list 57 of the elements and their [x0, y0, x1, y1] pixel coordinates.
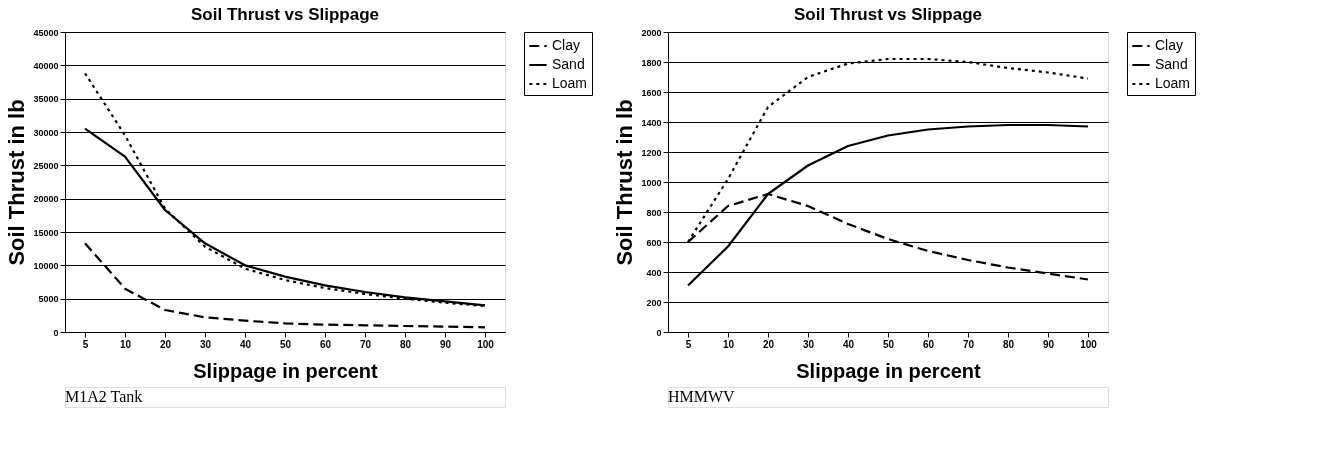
y-tick-label: 0: [53, 327, 59, 338]
x-tick-label: 10: [722, 338, 735, 350]
y-tick-label: 200: [646, 297, 662, 308]
y-tick-label: 600: [646, 237, 662, 248]
y-tick-label: 1600: [641, 87, 662, 98]
y-axis-title: Soil Thrust in lb: [4, 99, 30, 266]
y-tick-label: 45000: [33, 27, 59, 38]
legend-label: Clay: [552, 37, 581, 53]
x-tick-label: 40: [239, 338, 252, 350]
x-tick-label: 30: [802, 338, 815, 350]
chart-title: Soil Thrust vs Slippage: [191, 5, 379, 24]
x-tick-label: 50: [882, 338, 895, 350]
y-tick-label: 25000: [33, 160, 59, 171]
y-tick-label: 800: [646, 207, 662, 218]
legend-label: Loam: [552, 75, 588, 91]
x-tick-label: 10: [119, 338, 132, 350]
text: M1A2 Tank: [65, 388, 143, 405]
x-tick-label: 90: [439, 338, 452, 350]
x-tick-label: 80: [1002, 338, 1015, 350]
y-tick-label: 10000: [33, 260, 59, 271]
x-tick-label: 80: [399, 338, 412, 350]
chart-title: Soil Thrust vs Slippage: [794, 5, 982, 24]
y-tick-label: 400: [646, 267, 662, 278]
x-tick-label: 5: [82, 338, 89, 350]
x-tick-label: 70: [962, 338, 975, 350]
y-tick-label: 15000: [33, 227, 59, 238]
y-tick-label: 35000: [33, 94, 59, 105]
legend-label: Sand: [552, 56, 585, 72]
x-tick-label: 60: [922, 338, 935, 350]
y-tick-label: 1800: [641, 57, 662, 68]
x-axis-title: Slippage in percent: [193, 359, 379, 382]
y-tick-label: 1000: [641, 177, 662, 188]
x-tick-label: 20: [762, 338, 775, 350]
x-tick-label: 60: [319, 338, 332, 350]
y-tick-label: 5000: [38, 294, 59, 305]
legend-label: Sand: [1155, 56, 1188, 72]
text: HMMWV: [668, 388, 736, 405]
x-tick-label: 100: [477, 338, 495, 350]
legend-label: Loam: [1155, 75, 1191, 91]
x-tick-label: 100: [1080, 338, 1098, 350]
y-tick-label: 1200: [641, 147, 662, 158]
x-tick-label: 40: [842, 338, 855, 350]
x-axis-title: Slippage in percent: [796, 359, 982, 382]
y-tick-label: 2000: [641, 27, 662, 38]
x-tick-label: 70: [359, 338, 372, 350]
y-tick-label: 0: [656, 327, 662, 338]
x-tick-label: 30: [199, 338, 212, 350]
x-tick-label: 50: [279, 338, 292, 350]
x-tick-label: 20: [159, 338, 172, 350]
y-tick-label: 30000: [33, 127, 59, 138]
y-tick-label: 20000: [33, 194, 59, 205]
x-tick-label: 90: [1042, 338, 1055, 350]
x-tick-label: 5: [685, 338, 692, 350]
y-tick-label: 1400: [641, 117, 662, 128]
y-tick-label: 40000: [33, 60, 59, 71]
legend-label: Clay: [1155, 37, 1184, 53]
y-axis-title: Soil Thrust in lb: [612, 99, 638, 266]
